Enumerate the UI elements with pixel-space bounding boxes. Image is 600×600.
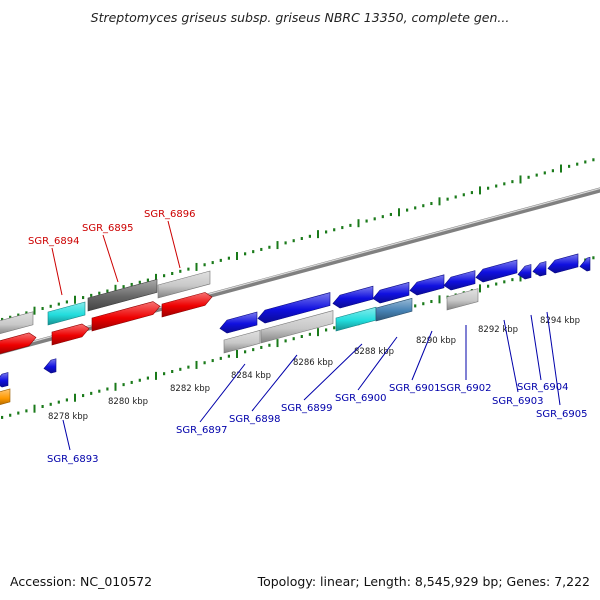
gene-feature-blue <box>475 259 518 283</box>
gene-label-bottom: SGR_6905 <box>536 409 588 420</box>
gene-label-top: SGR_6896 <box>144 209 196 220</box>
gene-label-leader <box>251 354 298 412</box>
ruler-label: 8284 kbp <box>231 371 271 381</box>
gene-feature-gray <box>223 329 261 354</box>
gene-label-leader <box>303 343 363 401</box>
ruler-label: 8278 kbp <box>48 412 88 422</box>
gene-label-leader <box>199 363 246 423</box>
gene-label-top: SGR_6895 <box>82 223 134 234</box>
gene-feature-red <box>91 301 161 332</box>
gene-label-bottom: SGR_6901 <box>389 383 441 394</box>
gene-feature-blue <box>409 274 445 296</box>
gene-feature-blue <box>219 311 258 334</box>
ruler-label: 8286 kbp <box>293 358 333 368</box>
gene-feature-gray <box>260 310 334 344</box>
gene-feature-cyan <box>335 306 377 332</box>
gene-feature-red <box>161 292 213 318</box>
gene-label-leader <box>51 247 63 296</box>
gene-label-bottom: SGR_6898 <box>229 414 281 425</box>
gene-feature-blue <box>579 256 591 272</box>
ruler-label: 8292 kbp <box>478 325 518 335</box>
gene-label-leader <box>546 311 561 406</box>
gene-feature-blue <box>257 292 331 324</box>
gene-feature-red <box>51 323 90 346</box>
gene-feature-blue <box>43 358 57 374</box>
gene-label-leader <box>357 336 398 391</box>
gene-feature-blue <box>532 261 547 277</box>
ruler-label: 8288 kbp <box>354 347 394 357</box>
gene-feature-cyan <box>47 301 86 326</box>
gene-feature-gray <box>157 270 211 299</box>
gene-feature-gray <box>0 311 34 334</box>
topology-summary: Topology: linear; Length: 8,545,929 bp; … <box>257 574 590 589</box>
gene-feature-dark-gray <box>87 278 158 312</box>
gene-feature-blue <box>0 372 9 388</box>
gene-label-leader <box>530 314 542 381</box>
ruler-label: 8294 kbp <box>540 316 580 326</box>
gene-label-bottom: SGR_6893 <box>47 454 99 465</box>
gene-label-leader <box>503 319 519 393</box>
gene-feature-blue <box>443 270 476 291</box>
gene-label-leader <box>411 330 433 381</box>
ruler-label: 8282 kbp <box>170 384 210 394</box>
gene-label-bottom: SGR_6900 <box>335 393 387 404</box>
gene-feature-orange <box>0 388 11 405</box>
gene-label-leader <box>102 234 119 283</box>
gene-label-bottom: SGR_6903 <box>492 396 544 407</box>
gene-label-leader <box>167 220 181 269</box>
gene-feature-blue <box>332 285 374 309</box>
gene-label-top: SGR_6894 <box>28 236 80 247</box>
gene-label-leader <box>62 419 71 451</box>
gene-label-bottom: SGR_6904 <box>517 382 569 393</box>
gene-feature-blue <box>517 264 532 280</box>
ruler-label: 8280 kbp <box>108 397 148 407</box>
gene-feature-gray <box>446 288 479 311</box>
ruler-label: 8290 kbp <box>416 336 456 346</box>
gene-feature-blue <box>372 281 410 304</box>
gene-label-bottom: SGR_6897 <box>176 425 228 436</box>
accession-text: Accession: NC_010572 <box>10 574 153 589</box>
map-title: Streptomyces griseus subsp. griseus NBRC… <box>90 10 510 25</box>
gene-feature-steel-blue <box>375 297 413 322</box>
gene-feature-blue <box>547 253 579 274</box>
gene-label-bottom: SGR_6899 <box>281 403 333 414</box>
gene-label-bottom: SGR_6902 <box>440 383 492 394</box>
gene-feature-red <box>0 332 37 354</box>
